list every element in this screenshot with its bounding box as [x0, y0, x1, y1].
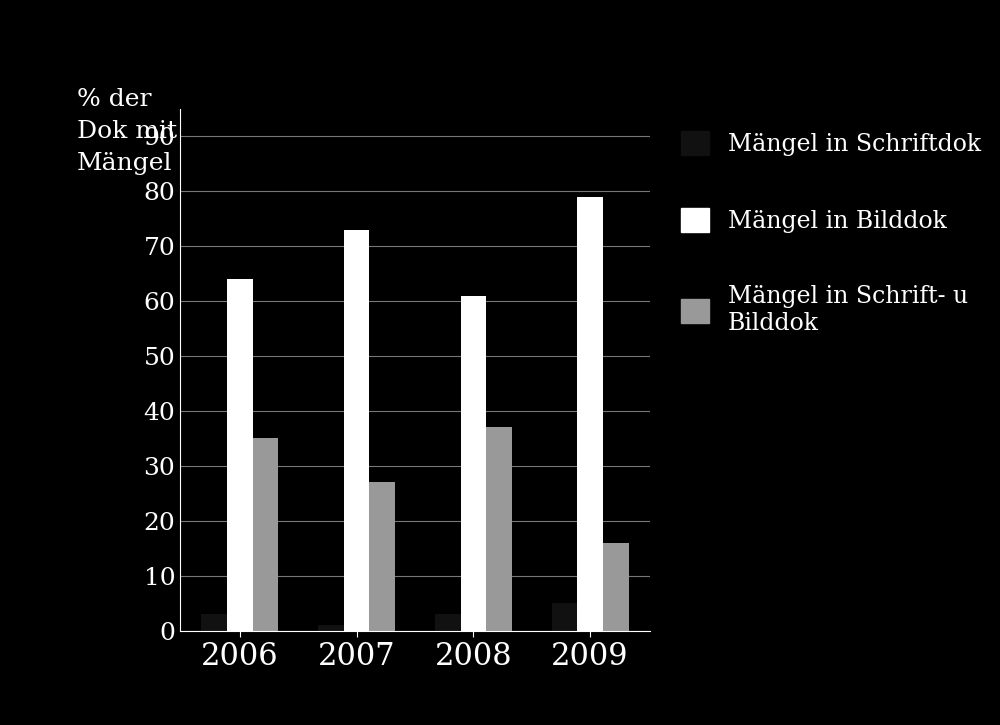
- Bar: [461, 296, 486, 631]
- Bar: [603, 543, 629, 631]
- Bar: [318, 625, 344, 631]
- Text: % der
Dok mit
Mängel: % der Dok mit Mängel: [77, 88, 177, 175]
- Legend: Mängel in Schriftdok, Mängel in Bilddok, Mängel in Schrift- u
Bilddok: Mängel in Schriftdok, Mängel in Bilddok,…: [681, 131, 981, 335]
- Bar: [227, 279, 253, 631]
- Bar: [577, 196, 603, 631]
- Bar: [486, 428, 512, 631]
- Bar: [435, 614, 461, 631]
- Bar: [552, 603, 577, 631]
- Bar: [253, 439, 278, 631]
- Bar: [344, 230, 369, 631]
- Bar: [369, 482, 395, 631]
- Bar: [201, 614, 227, 631]
